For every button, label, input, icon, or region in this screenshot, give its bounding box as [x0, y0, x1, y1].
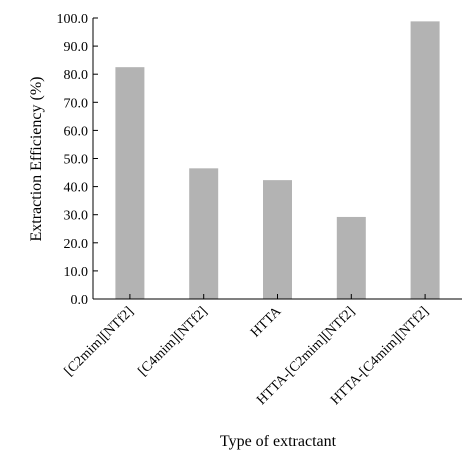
x-tick-label: [C4mim][NTf2]: [136, 304, 211, 379]
bar-1: [115, 67, 145, 299]
y-axis-label: Extraction Efficiency (%): [28, 77, 45, 242]
bar-4: [336, 216, 366, 299]
y-tick-label: 100.0: [57, 12, 89, 27]
bar-2: [189, 168, 219, 299]
x-tick-label: [C2mim][NTf2]: [62, 304, 137, 379]
y-tick-label: 80.0: [64, 68, 89, 83]
y-tick-label: 30.0: [64, 209, 89, 224]
y-tick-label: 0.0: [71, 293, 89, 308]
y-tick-label: 20.0: [64, 237, 89, 252]
x-axis-label: Type of extractant: [220, 433, 337, 450]
y-tick-label: 10.0: [64, 265, 89, 280]
x-ticks-group: [C2mim][NTf2][C4mim][NTf2] HTTAHTTA-[C2mi…: [62, 294, 432, 408]
bar-3: [263, 180, 292, 299]
y-tick-label: 50.0: [64, 153, 89, 168]
y-ticks-group: 0.0 10.0 20.0 30.0 40.0 50.0 60.0 70.0 80.0 90.0 1…: [57, 12, 98, 308]
y-tick-label: 40.0: [64, 181, 89, 196]
bar-5: [410, 21, 440, 299]
bars-group: [115, 21, 440, 299]
x-tick-label: HTTA: [248, 304, 285, 341]
y-tick-label: 60.0: [64, 124, 89, 139]
y-tick-label: 90.0: [64, 40, 89, 55]
y-tick-label: 70.0: [64, 96, 89, 111]
